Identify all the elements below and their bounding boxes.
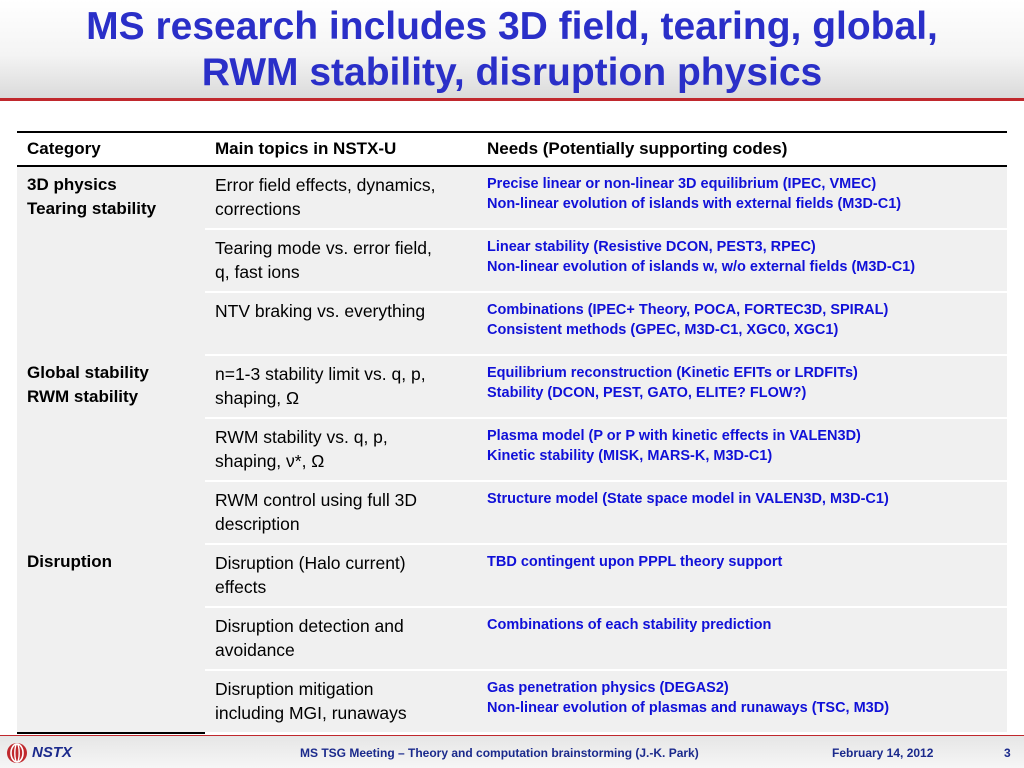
table-row: NTV braking vs. everything Combinations … xyxy=(17,292,1007,356)
slide-title-line2: RWM stability, disruption physics xyxy=(201,51,823,94)
topic-text: corrections xyxy=(215,199,301,219)
page-number: 3 xyxy=(1004,746,1011,760)
category-cell: Disruption xyxy=(17,544,205,733)
needs-cell: Combinations (IPEC+ Theory, POCA, FORTEC… xyxy=(477,292,1007,356)
topic-cell: Disruption detection and avoidance xyxy=(205,607,477,671)
topic-cell: Disruption (Halo current) effects xyxy=(205,544,477,608)
needs-text: Combinations of each stability predictio… xyxy=(487,617,772,633)
topic-text: including MGI, runaways xyxy=(215,703,407,723)
topic-cell: n=1-3 stability limit vs. q, p, shaping,… xyxy=(205,355,477,419)
topic-cell: NTV braking vs. everything xyxy=(205,292,477,356)
table-row: Disruption detection and avoidance Combi… xyxy=(17,607,1007,671)
needs-text: Linear stability (Resistive DCON, PEST3,… xyxy=(487,239,816,255)
footer-meeting: MS TSG Meeting – Theory and computation … xyxy=(300,746,699,760)
topic-cell: Error field effects, dynamics, correctio… xyxy=(205,166,477,230)
table-row: Disruption Disruption (Halo current) eff… xyxy=(17,544,1007,733)
needs-cell: Structure model (State space model in VA… xyxy=(477,481,1007,545)
table-row: 3D physics Tearing stability Error field… xyxy=(17,166,1007,355)
title-divider xyxy=(0,98,1024,101)
topic-text: RWM stability vs. q, p, xyxy=(215,427,388,447)
topic-cell: RWM control using full 3D description xyxy=(205,481,477,545)
topic-cell: Disruption mitigation including MGI, run… xyxy=(205,670,477,734)
category-cell: 3D physics Tearing stability xyxy=(17,166,205,355)
needs-cell: Equilibrium reconstruction (Kinetic EFIT… xyxy=(477,355,1007,419)
needs-text: Non-linear evolution of plasmas and runa… xyxy=(487,700,890,716)
needs-text: Precise linear or non-linear 3D equilibr… xyxy=(487,176,877,192)
category-label: Tearing stability xyxy=(27,199,157,218)
needs-text: Consistent methods (GPEC, M3D-C1, XGC0, … xyxy=(487,322,839,338)
topic-text: NTV braking vs. everything xyxy=(215,301,426,321)
topic-text: shaping, Ω xyxy=(215,388,300,408)
header-category: Category xyxy=(17,132,205,166)
topic-cell: Tearing mode vs. error field, q, fast io… xyxy=(205,229,477,293)
topic-text: Tearing mode vs. error field, xyxy=(215,238,432,258)
category-label: Disruption xyxy=(27,552,112,571)
topic-text: effects xyxy=(215,577,267,597)
table-row: Global stability RWM stability n=1-3 sta… xyxy=(17,355,1007,544)
title-band xyxy=(0,0,1024,100)
topic-text: Disruption mitigation xyxy=(215,679,374,699)
topic-cell: RWM stability vs. q, p, shaping, ν*, Ω xyxy=(205,418,477,482)
needs-cell: Linear stability (Resistive DCON, PEST3,… xyxy=(477,229,1007,293)
needs-text: Structure model (State space model in VA… xyxy=(487,491,889,507)
header-main-topics: Main topics in NSTX-U xyxy=(205,132,477,166)
footer-date: February 14, 2012 xyxy=(832,746,934,760)
needs-text: Non-linear evolution of islands w, w/o e… xyxy=(487,259,916,275)
table-row: Disruption mitigation including MGI, run… xyxy=(17,670,1007,734)
table-row: Tearing mode vs. error field, q, fast io… xyxy=(17,229,1007,293)
needs-cell: Gas penetration physics (DEGAS2) Non-lin… xyxy=(477,670,1007,734)
topic-text: avoidance xyxy=(215,640,295,660)
nstx-logo-icon xyxy=(7,743,27,763)
needs-cell: Plasma model (P or P with kinetic effect… xyxy=(477,418,1007,482)
needs-cell: Precise linear or non-linear 3D equilibr… xyxy=(477,166,1007,230)
needs-text: Equilibrium reconstruction (Kinetic EFIT… xyxy=(487,365,858,381)
needs-text: Combinations (IPEC+ Theory, POCA, FORTEC… xyxy=(487,302,889,318)
table-row: RWM stability vs. q, p, shaping, ν*, Ω P… xyxy=(17,418,1007,482)
topic-text: shaping, ν*, Ω xyxy=(215,451,325,471)
category-label: RWM stability xyxy=(27,387,139,406)
slide-title: MS research includes 3D field, tearing, … xyxy=(0,4,1024,96)
needs-text: Kinetic stability (MISK, MARS-K, M3D-C1) xyxy=(487,448,773,464)
topic-text: Disruption (Halo current) xyxy=(215,553,406,573)
research-table: Category Main topics in NSTX-U Needs (Po… xyxy=(17,131,1007,734)
table-row: RWM control using full 3D description St… xyxy=(17,481,1007,545)
topic-text: n=1-3 stability limit vs. q, p, xyxy=(215,364,426,384)
needs-text: Plasma model (P or P with kinetic effect… xyxy=(487,428,861,444)
needs-cell: TBD contingent upon PPPL theory support xyxy=(477,544,1007,608)
category-label: Global stability xyxy=(27,363,149,382)
slide-title-line1: MS research includes 3D field, tearing, … xyxy=(86,5,938,48)
needs-text: TBD contingent upon PPPL theory support xyxy=(487,554,783,570)
logo-text: NSTX xyxy=(32,744,73,761)
topic-text: RWM control using full 3D xyxy=(215,490,417,510)
needs-text: Gas penetration physics (DEGAS2) xyxy=(487,680,729,696)
topic-text: description xyxy=(215,514,300,534)
needs-text: Stability (DCON, PEST, GATO, ELITE? FLOW… xyxy=(487,385,807,401)
topic-text: Disruption detection and xyxy=(215,616,404,636)
needs-text: Non-linear evolution of islands with ext… xyxy=(487,196,902,212)
topic-text: Error field effects, dynamics, xyxy=(215,175,436,195)
footer-band xyxy=(0,736,1024,768)
needs-cell: Combinations of each stability predictio… xyxy=(477,607,1007,671)
topic-text: q, fast ions xyxy=(215,262,300,282)
category-cell: Global stability RWM stability xyxy=(17,355,205,544)
header-needs: Needs (Potentially supporting codes) xyxy=(477,132,1007,166)
table-header-row: Category Main topics in NSTX-U Needs (Po… xyxy=(17,132,1007,166)
category-label: 3D physics xyxy=(27,175,117,194)
